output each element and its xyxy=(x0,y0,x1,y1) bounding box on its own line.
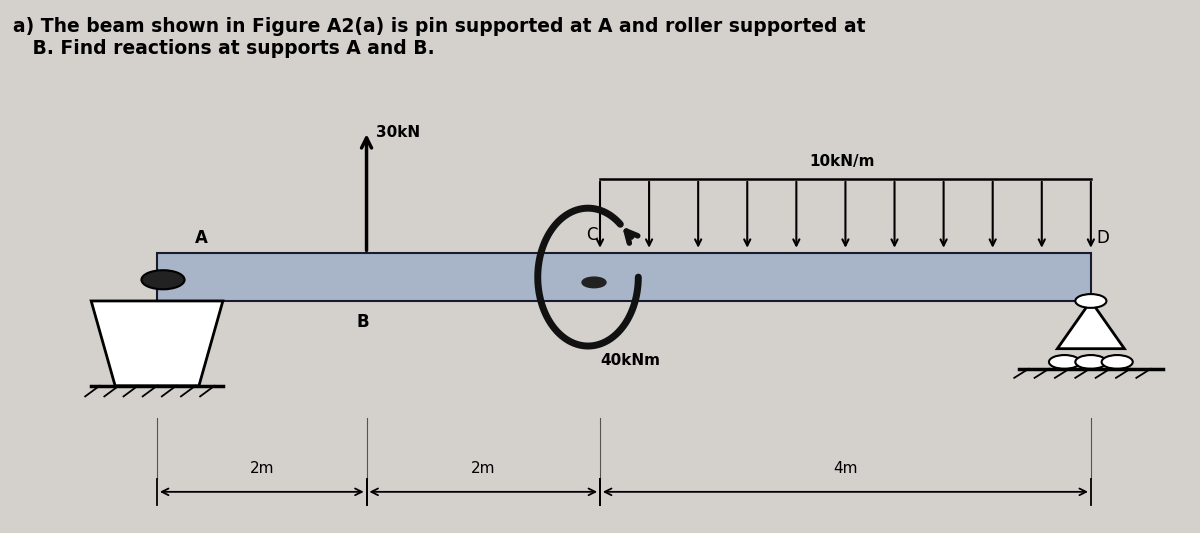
Text: 10kN/m: 10kN/m xyxy=(810,154,875,169)
Circle shape xyxy=(1075,294,1106,308)
Circle shape xyxy=(1102,355,1133,369)
Bar xyxy=(157,253,1091,301)
Text: 2m: 2m xyxy=(472,461,496,476)
Polygon shape xyxy=(1057,301,1124,349)
Text: 30kN: 30kN xyxy=(376,125,420,140)
Text: C: C xyxy=(586,226,598,244)
Text: B: B xyxy=(356,313,370,332)
Circle shape xyxy=(1075,355,1106,369)
Text: D: D xyxy=(1097,229,1110,247)
Text: 40kNm: 40kNm xyxy=(600,353,660,368)
Circle shape xyxy=(582,277,606,288)
Polygon shape xyxy=(91,301,223,386)
Text: a) The beam shown in Figure A2(a) is pin supported at A and roller supported at
: a) The beam shown in Figure A2(a) is pin… xyxy=(13,17,866,58)
Text: 4m: 4m xyxy=(833,461,858,476)
Text: 2m: 2m xyxy=(250,461,274,476)
Text: A: A xyxy=(196,229,209,247)
Circle shape xyxy=(142,270,185,289)
Circle shape xyxy=(1049,355,1080,369)
